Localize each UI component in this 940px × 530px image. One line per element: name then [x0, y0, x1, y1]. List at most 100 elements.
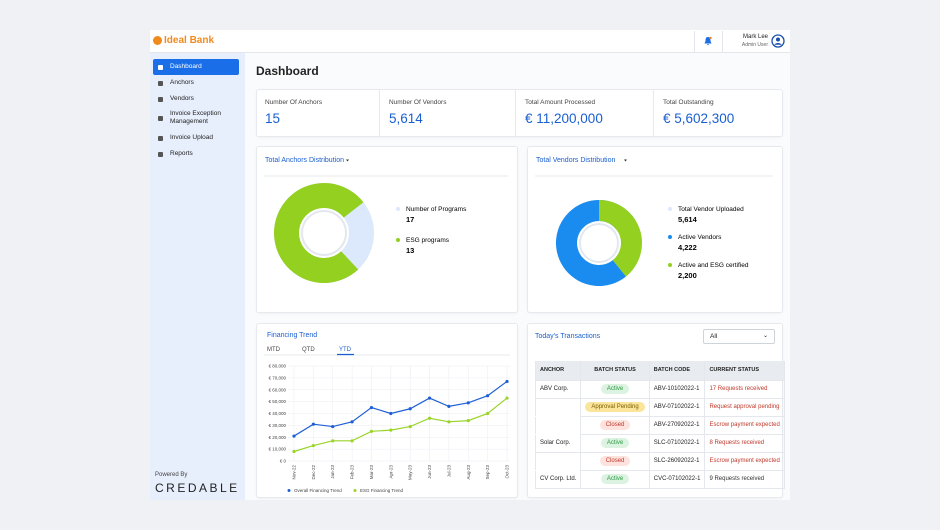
- nav-icon: [158, 135, 163, 141]
- series-point: [408, 424, 412, 429]
- series-point: [486, 394, 490, 398]
- filter-dropdown[interactable]: All ⌄: [703, 329, 775, 344]
- stat-divider: [653, 90, 654, 136]
- card-title: Financing Trend: [267, 332, 317, 339]
- legend-label: Active and ESG certified: [678, 262, 749, 269]
- table-row: Closed SLC-26092022-1 Escrow payment expec…: [535, 452, 785, 471]
- series-point: [427, 416, 432, 420]
- series-point: [311, 422, 315, 426]
- legend-dot: [396, 207, 400, 211]
- stat-label: Number Of Anchors: [265, 99, 323, 106]
- legend-value: 5,614: [678, 215, 698, 224]
- current-status: Escrow payment expected: [704, 416, 785, 435]
- stat-value: € 5,602,300: [663, 111, 735, 126]
- tab[interactable]: YTD: [339, 347, 352, 353]
- column-header: BATCH CODE: [649, 361, 706, 381]
- x-tick-label: Apr-23: [388, 465, 393, 479]
- batch-code: ABV-27092022-1: [649, 416, 706, 435]
- batch-code: SLC-07102022-1: [649, 434, 706, 453]
- header: [150, 30, 790, 53]
- legend-dot: [396, 238, 400, 242]
- series-point: [331, 424, 335, 429]
- donut-hole: [579, 223, 619, 263]
- card-title: Total Anchors Distribution: [265, 157, 344, 164]
- column-header: ANCHOR: [535, 361, 582, 381]
- series-point: [505, 379, 509, 384]
- powered-by: Powered By: [155, 472, 188, 478]
- y-tick-label: € 30,000: [268, 423, 286, 428]
- y-tick-label: € 0: [280, 459, 287, 464]
- nav-item[interactable]: Vendors: [170, 95, 194, 102]
- stat-label: Number Of Vendors: [389, 99, 447, 106]
- user-role: Admin User: [741, 42, 768, 48]
- legend-value: 13: [406, 246, 414, 255]
- table-row: Approval Pending ABV-07102022-1 Request ap…: [535, 398, 785, 417]
- series-point: [389, 411, 393, 416]
- status-badge: Closed: [599, 420, 631, 430]
- page-title: Dashboard: [256, 64, 319, 78]
- series-line: [293, 397, 508, 453]
- tab[interactable]: MTD: [267, 347, 281, 353]
- nav-item[interactable]: Dashboard: [170, 63, 202, 70]
- nav-icon: [158, 151, 163, 157]
- series-line: [293, 380, 508, 437]
- status-cell: Approval Pending: [580, 398, 650, 417]
- notification-bell[interactable]: [703, 36, 713, 46]
- legend-value: 17: [406, 215, 414, 224]
- nav-item[interactable]: Reports: [170, 150, 193, 157]
- nav-item[interactable]: Anchors: [170, 79, 194, 86]
- legend-label: Total Vendor Uploaded: [678, 206, 744, 213]
- legend-value: 2,200: [678, 271, 697, 280]
- stat-value: 5,614: [389, 111, 423, 126]
- avatar[interactable]: [771, 34, 785, 48]
- status-cell: Active: [580, 380, 650, 399]
- y-tick-label: € 60,000: [268, 387, 286, 392]
- table-header: ANCHOR BATCH STATUS BATCH CODE CURRENT STAT…: [535, 361, 785, 381]
- series-point: [486, 411, 490, 416]
- series-point: [350, 439, 354, 443]
- status-badge: Active: [600, 474, 630, 484]
- nav-item[interactable]: Invoice Upload: [170, 134, 213, 141]
- x-tick-label: May-23: [408, 465, 413, 481]
- anchor-cell: [535, 416, 582, 434]
- series-point: [408, 407, 412, 411]
- current-status: Escrow payment expected: [704, 452, 785, 471]
- legend-label: ESG programs: [406, 237, 450, 244]
- stat-divider: [379, 90, 380, 136]
- legend-label: Active Vendors: [678, 234, 722, 241]
- vendor-logo: CREDABLE: [155, 481, 240, 495]
- legend-dot: [287, 489, 291, 492]
- separator: [694, 31, 695, 52]
- nav-item[interactable]: Invoice Exception Management: [170, 110, 221, 125]
- caret: [346, 159, 349, 162]
- x-tick-label: Nov-22: [292, 465, 297, 480]
- current-status: 8 Requests received: [704, 434, 785, 453]
- tab[interactable]: QTD: [302, 347, 315, 353]
- donut-segment: [274, 182, 364, 283]
- legend-dot: [668, 207, 672, 211]
- series-point: [292, 434, 296, 438]
- x-tick-label: Mar-23: [369, 465, 374, 480]
- series-point: [331, 439, 335, 443]
- anchor-cell: Solar Corp.: [535, 434, 582, 453]
- x-tick-label: Dec-22: [311, 465, 316, 480]
- anchors-card: [256, 146, 518, 313]
- status-badge: Active: [600, 384, 630, 394]
- series-point: [505, 396, 509, 400]
- column-header: CURRENT STATUS: [704, 361, 785, 381]
- status-cell: Closed: [580, 416, 650, 435]
- legend-label: ESG Financing Trend: [360, 488, 404, 493]
- donut-hole: [301, 210, 347, 256]
- anchor-cell: [535, 398, 582, 416]
- table-row: CV Corp. Ltd. Active CVC-07102022-1 9 Reque…: [535, 470, 785, 489]
- sidebar: [150, 53, 245, 500]
- series-point: [427, 396, 432, 400]
- batch-code: ABV-07102022-1: [649, 398, 706, 417]
- stat-value: 15: [265, 111, 281, 126]
- legend-dot: [668, 235, 672, 239]
- current-status: 17 Requests received: [704, 380, 785, 399]
- card-title: Total Vendors Distribution: [536, 157, 615, 164]
- separator: [722, 31, 723, 52]
- anchor-cell: [535, 452, 582, 470]
